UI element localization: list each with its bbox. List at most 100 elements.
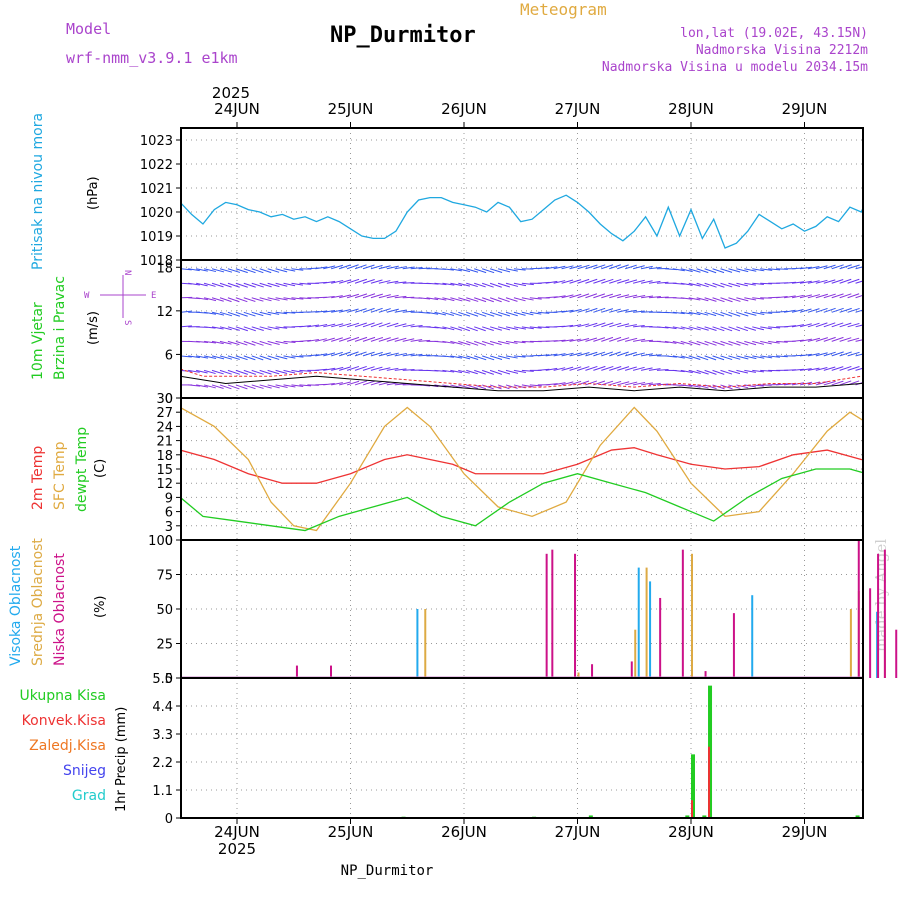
wind-arrow (450, 369, 463, 374)
wind-arrow (871, 368, 883, 370)
wind-arrow (680, 282, 693, 286)
wind-arrow (815, 337, 828, 342)
wind-arrow (625, 294, 638, 299)
wind-arrow (450, 297, 463, 302)
cloud-side-label-3: Niska Oblacnost (52, 553, 68, 666)
wind-arrow (505, 355, 518, 359)
wind-arrow (871, 267, 883, 268)
wind-arrow (275, 282, 288, 287)
wind-arrow (450, 282, 463, 287)
wind-arrow (331, 295, 343, 299)
date-label-top: 29JUN (782, 100, 828, 118)
wind-arrow (219, 268, 233, 273)
low-cloud-bar (630, 661, 633, 678)
compass-s: S (122, 320, 132, 325)
wind-arrow (259, 369, 272, 375)
wind-arrow (577, 338, 590, 342)
low-cloud-bar (545, 553, 548, 678)
wind-arrow (235, 282, 248, 288)
wind-arrow (680, 268, 693, 273)
wind-arrow (211, 268, 225, 273)
wind-arrow (873, 280, 895, 302)
wind-arrow (299, 325, 311, 328)
wind-arrow (886, 344, 900, 366)
wind-arrow (545, 367, 558, 371)
y-tick-label: 1018 (140, 254, 173, 269)
wind-arrow (243, 282, 256, 288)
wind-arrow (760, 326, 773, 330)
wind-arrow (752, 311, 765, 315)
mid-cloud-bar (634, 629, 637, 678)
temp-2m-line (181, 447, 863, 484)
wind-arrow (450, 268, 462, 272)
wind-arrow (529, 311, 542, 315)
wind-arrow (776, 383, 788, 386)
wind-arrow (323, 310, 336, 313)
wind-arrow (315, 353, 328, 357)
product-title: Meteogram (520, 0, 607, 19)
wind-arrow (601, 278, 614, 284)
wind-arrow (569, 324, 582, 328)
wind-arrow (855, 367, 863, 371)
wind-arrow (394, 368, 407, 371)
wind-arrow (656, 296, 669, 299)
wind-arrow (886, 328, 900, 350)
wind-arrow (807, 367, 820, 371)
wind-arrow (497, 326, 511, 331)
wind-arrow (243, 268, 256, 274)
wind-arrow (386, 352, 399, 357)
panel-frame (180, 127, 864, 261)
wind-arrow (871, 295, 883, 298)
wind-arrow (704, 311, 717, 317)
wind-arrow (847, 365, 860, 371)
wind-arrow (807, 322, 820, 328)
wind-arrow (864, 354, 876, 356)
wind-arrow (704, 268, 717, 274)
wind-arrow (537, 266, 550, 270)
wind-unit-label: (m/s) (86, 311, 101, 345)
wind-arrow (188, 268, 200, 272)
y-tick-label: 12 (156, 477, 173, 492)
wind-arrow (474, 311, 487, 317)
wind-arrow (410, 325, 423, 328)
wind-arrow (378, 322, 391, 328)
wind-arrow (497, 355, 510, 360)
wind-arrow (680, 311, 693, 315)
wind-arrow (617, 279, 630, 284)
dewpoint-line (181, 468, 863, 532)
wind-arrow (768, 355, 781, 358)
wind-arrow (640, 382, 654, 386)
wind-arrow (696, 369, 709, 375)
wind-arrow (370, 293, 384, 299)
wind-arrow (823, 322, 836, 328)
wind-arrow (243, 340, 256, 346)
wind-arrow (188, 355, 200, 359)
wind-arrow (378, 265, 391, 270)
wind-arrow (219, 311, 233, 317)
wind-arrow (871, 355, 883, 356)
wind-arrow (720, 326, 733, 332)
wind-arrow (791, 309, 804, 313)
wind-arrow (497, 311, 511, 317)
wind-arrow (418, 267, 431, 270)
wind-arrow (561, 279, 574, 284)
station-title: NP_Durmitor (330, 23, 476, 48)
compass-n: N (122, 270, 132, 275)
wind-arrow (632, 366, 645, 371)
wind-arrow (196, 297, 209, 301)
total-precip-bar (702, 815, 707, 818)
wind-arrow (672, 311, 685, 315)
wind-arrow (267, 297, 280, 301)
wind-arrow (354, 264, 367, 270)
wind-arrow (196, 282, 208, 287)
wind-arrow (204, 326, 216, 329)
wind-arrow (712, 311, 725, 317)
wind-arrow (181, 355, 192, 358)
wind-arrow (394, 352, 407, 357)
wind-arrow (291, 282, 304, 286)
wind-arrow (426, 282, 439, 285)
high-cloud-bar (649, 581, 652, 678)
wind-arrow (219, 355, 233, 360)
wind-arrow (744, 369, 756, 373)
wind-arrow (458, 297, 471, 302)
